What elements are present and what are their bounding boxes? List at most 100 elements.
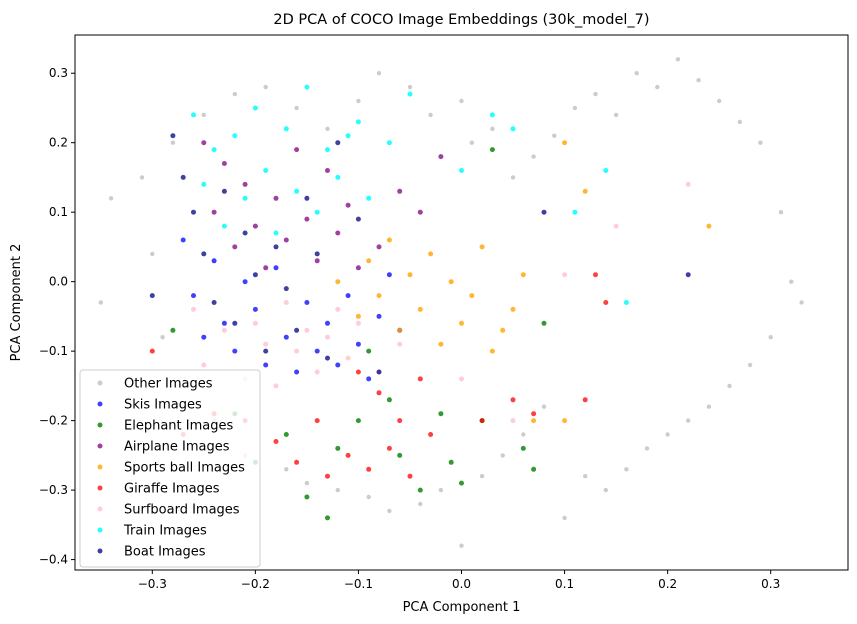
point-sports-ball-images [562, 418, 568, 424]
point-airplane-images [417, 209, 423, 215]
point-other-images [98, 300, 104, 305]
point-skis-images [180, 237, 186, 243]
point-elephant-images [355, 418, 361, 424]
legend-marker [97, 464, 103, 470]
point-giraffe-images [603, 300, 609, 305]
point-other-images [531, 154, 536, 159]
point-boat-images [232, 320, 238, 326]
point-skis-images [314, 348, 320, 354]
point-sports-ball-images [417, 306, 423, 312]
y-tick-label: −0.2 [39, 414, 68, 428]
point-boat-images [191, 209, 196, 215]
point-other-images [459, 98, 464, 104]
point-sports-ball-images [510, 306, 516, 312]
point-boat-images [180, 174, 186, 180]
point-elephant-images [335, 445, 341, 451]
point-airplane-images [201, 140, 207, 146]
point-other-images [469, 140, 474, 145]
x-tick-label: 0.1 [555, 577, 574, 591]
point-sports-ball-images [531, 418, 537, 424]
point-boat-images [201, 251, 207, 257]
point-surfboard-images [345, 355, 351, 361]
point-train-images [252, 105, 258, 111]
point-elephant-images [459, 480, 464, 486]
point-giraffe-images [376, 390, 382, 396]
point-train-images [294, 188, 300, 194]
point-boat-images [211, 300, 217, 305]
point-airplane-images [294, 147, 300, 153]
point-elephant-images [386, 397, 392, 403]
point-sports-ball-images [438, 341, 444, 347]
point-sports-ball-images [397, 327, 403, 333]
point-train-images [407, 91, 413, 97]
point-surfboard-images [201, 362, 207, 368]
legend-marker [97, 548, 103, 554]
x-axis-ticks: −0.3 −0.2 −0.1 0.0 0.1 0.2 0.3 [138, 570, 780, 591]
point-boat-images [252, 272, 258, 278]
point-surfboard-images [325, 334, 330, 340]
point-surfboard-images [252, 320, 258, 326]
point-other-images [562, 515, 567, 521]
point-other-images [603, 487, 608, 493]
point-other-images [150, 251, 155, 257]
point-boat-images [242, 230, 248, 236]
point-giraffe-images [355, 369, 361, 375]
chart-title: 2D PCA of COCO Image Embeddings (30k_mod… [273, 12, 649, 28]
point-sports-ball-images [335, 279, 341, 285]
point-sports-ball-images [582, 188, 588, 194]
point-boat-images [325, 355, 330, 361]
legend-label: Train Images [123, 524, 207, 539]
point-other-images [490, 126, 495, 131]
point-train-images [273, 230, 279, 236]
point-giraffe-images [531, 411, 537, 417]
point-skis-images [345, 293, 351, 299]
point-elephant-images [366, 348, 372, 354]
point-train-images [335, 174, 341, 180]
point-other-images [428, 112, 433, 118]
point-boat-images [541, 209, 547, 215]
legend-box [79, 369, 261, 568]
point-skis-images [273, 265, 279, 271]
point-boat-images [221, 188, 227, 194]
point-sports-ball-images [355, 313, 361, 319]
point-giraffe-images [407, 473, 413, 479]
point-boat-images [685, 272, 691, 278]
point-surfboard-images [221, 327, 227, 333]
point-other-images [675, 57, 681, 62]
point-train-images [459, 168, 464, 173]
point-elephant-images [397, 452, 403, 458]
point-train-images [314, 209, 320, 215]
point-giraffe-images [428, 432, 434, 437]
point-boat-images [314, 251, 320, 257]
x-tick-label: −0.1 [344, 577, 373, 591]
point-elephant-images [541, 320, 547, 326]
point-airplane-images [438, 154, 444, 160]
x-tick-label: 0.3 [761, 577, 780, 591]
point-skis-images [376, 313, 382, 319]
point-other-images [418, 501, 423, 507]
legend-label: Skis Images [124, 398, 202, 413]
point-train-images [263, 168, 269, 173]
legend-marker [97, 506, 103, 512]
point-train-images [325, 147, 330, 153]
point-elephant-images [417, 487, 423, 493]
point-train-images [345, 133, 351, 139]
point-boat-images [355, 216, 361, 222]
legend-label: Boat Images [124, 545, 206, 560]
point-other-images [655, 84, 660, 90]
point-airplane-images [283, 237, 289, 243]
point-other-images [717, 98, 722, 104]
point-other-images [263, 84, 268, 90]
point-other-images [593, 91, 598, 97]
point-train-images [386, 140, 392, 146]
point-airplane-images [325, 168, 330, 173]
point-elephant-images [170, 327, 176, 333]
point-other-images [552, 133, 557, 138]
point-other-images [613, 112, 619, 118]
point-giraffe-images [149, 348, 155, 354]
point-other-images [139, 175, 145, 180]
x-axis-label: PCA Component 1 [403, 600, 521, 615]
x-tick-label: −0.2 [241, 577, 270, 591]
point-airplane-images [273, 195, 279, 201]
